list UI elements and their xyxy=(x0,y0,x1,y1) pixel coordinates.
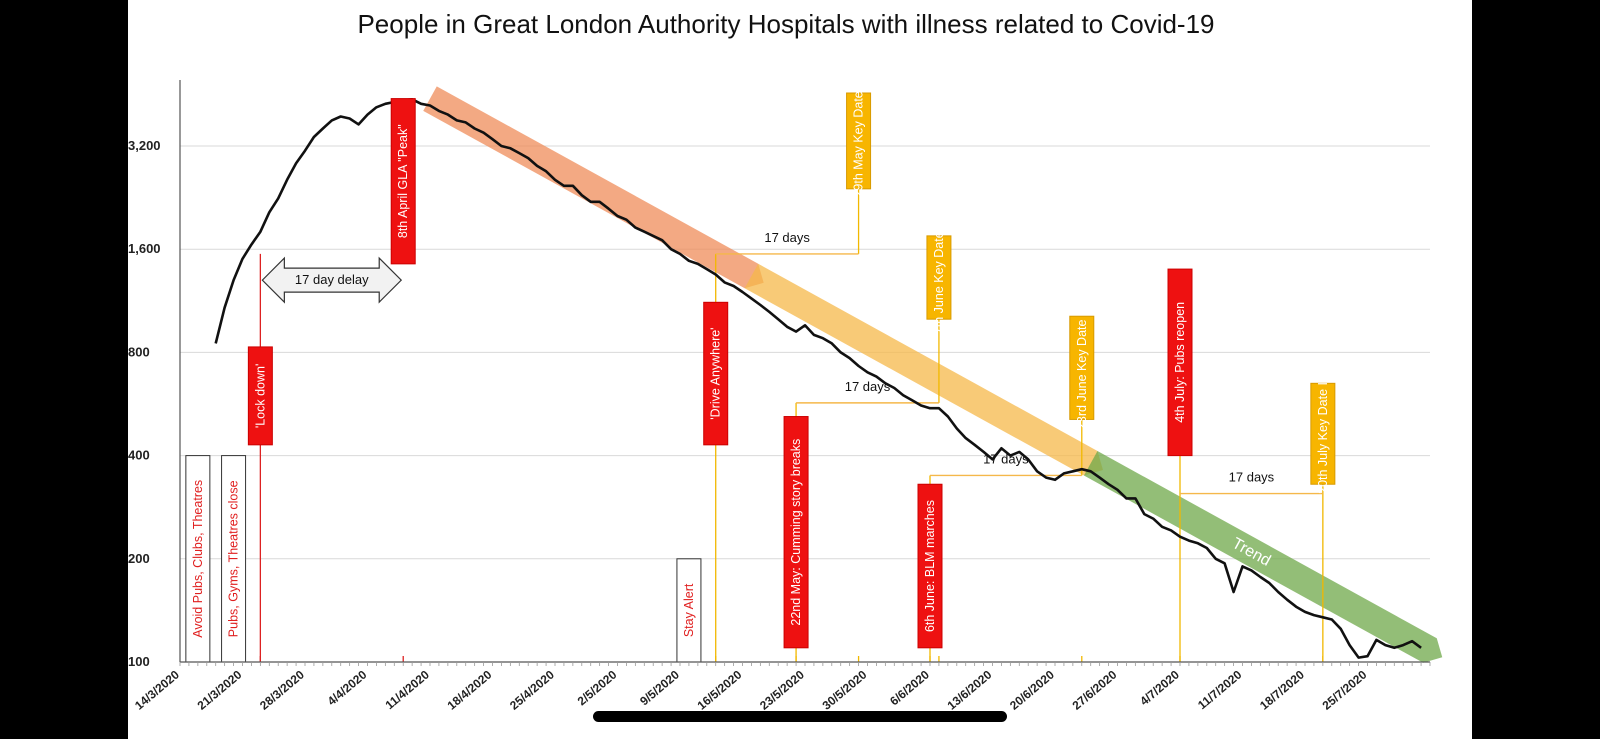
x-tick-label: 6/6/2020 xyxy=(887,667,932,708)
y-tick-label: 200 xyxy=(128,551,150,566)
event-box-rect xyxy=(1167,268,1193,457)
event-box-rect xyxy=(926,235,952,320)
event-box-label: 22nd May: Cumming story breaks xyxy=(789,439,803,626)
x-tick-label: 20/6/2020 xyxy=(1007,667,1057,712)
event-box-label: 23rd June Key Date III xyxy=(1075,306,1089,430)
day-gap-label: 17 days xyxy=(845,379,891,394)
x-tick-label: 11/7/2020 xyxy=(1195,667,1245,712)
x-tick-label: 21/3/2020 xyxy=(195,667,245,712)
event-box-rect xyxy=(390,98,416,265)
day-gap-label: 17 days xyxy=(1229,470,1275,485)
event-box: 'Lock down' xyxy=(247,346,273,446)
event-box-rect xyxy=(917,483,943,649)
event-box-rect xyxy=(247,346,273,446)
series-line xyxy=(214,98,1422,659)
x-tick-label: 4/7/2020 xyxy=(1137,667,1182,708)
event-box-label: Stay Alert xyxy=(682,583,696,637)
event-box: 7th June Key Date II xyxy=(926,221,952,334)
event-box-rect xyxy=(1310,382,1336,485)
event-box-rect xyxy=(185,455,211,663)
event-box: 'Drive Anywhere' xyxy=(703,301,729,446)
event-marker-lines xyxy=(197,188,1324,662)
event-box-rect xyxy=(703,301,729,446)
event-box: Pubs, Gyms, Theatres close xyxy=(221,455,247,663)
event-box-label: Avoid Pubs, Clubs, Theatres xyxy=(191,480,205,638)
chart-card: Trend 17 days 17 days 17 days 17 days Avoid… xyxy=(128,0,1472,739)
event-box: Stay Alert xyxy=(676,558,702,663)
event-box-label: 29th May Key Date I xyxy=(852,84,866,197)
delay-arrow-label: 17 day delay xyxy=(295,272,369,287)
video-scrubber-bar[interactable] xyxy=(593,711,1007,722)
y-tick-label: 800 xyxy=(128,344,150,359)
x-tick-label: 11/4/2020 xyxy=(383,667,433,712)
event-box: 6th June: BLM marches xyxy=(917,483,943,649)
event-box: 20th July Key Date IV xyxy=(1310,373,1336,494)
y-tick-label: 1,600 xyxy=(128,241,161,256)
x-tick-label: 30/5/2020 xyxy=(820,667,870,712)
y-tick-label: 3,200 xyxy=(128,138,161,153)
delay-arrow: 17 day delay xyxy=(261,256,403,304)
event-box: 29th May Key Date I xyxy=(846,84,872,198)
event-box: Avoid Pubs, Clubs, Theatres xyxy=(185,455,211,663)
trend-band-segment xyxy=(1083,451,1443,663)
x-tick-label: 25/7/2020 xyxy=(1320,667,1370,712)
x-tick-label: 18/4/2020 xyxy=(445,667,495,712)
trend-band-segment xyxy=(744,263,1103,476)
event-box-rect xyxy=(783,416,809,649)
x-tick-label: 16/5/2020 xyxy=(695,667,745,712)
x-tick-label: 13/6/2020 xyxy=(945,667,995,712)
trend-band-segment xyxy=(423,86,764,289)
event-box: 23rd June Key Date III xyxy=(1069,306,1095,430)
event-box-label: 8th April GLA "Peak" xyxy=(396,124,410,238)
x-tick-label: 18/7/2020 xyxy=(1257,667,1307,712)
event-box-rect xyxy=(1069,315,1095,420)
x-tick-label: 2/5/2020 xyxy=(575,667,620,708)
event-box-rect xyxy=(221,455,247,663)
series-line-group xyxy=(214,98,1422,659)
x-tick-label: 27/6/2020 xyxy=(1070,667,1120,712)
day-gap-label: 17 days xyxy=(764,230,810,245)
event-box: 4th July: Pubs reopen xyxy=(1167,268,1193,457)
event-box-rect xyxy=(676,558,702,663)
event-box-label: 4th July: Pubs reopen xyxy=(1173,302,1187,423)
x-tick-label: 9/5/2020 xyxy=(637,667,682,708)
axes: 100 200 400 800 1,600 3,200 14/3/2020 21/3/2020… xyxy=(128,80,1431,713)
x-tick-label: 25/4/2020 xyxy=(507,667,557,712)
event-box-label: 'Lock down' xyxy=(253,364,267,429)
y-tick-label: 400 xyxy=(128,448,150,463)
event-box-label: 20th July Key Date IV xyxy=(1316,373,1330,494)
delay-arrow-shape xyxy=(261,256,403,304)
chart-title: People in Great London Authority Hospita… xyxy=(357,9,1214,39)
x-tick-label: 4/4/2020 xyxy=(325,667,370,708)
event-box-label: 6th June: BLM marches xyxy=(923,500,937,632)
event-box: 22nd May: Cumming story breaks xyxy=(783,416,809,649)
event-box-rect xyxy=(846,92,872,190)
event-box-label: 'Drive Anywhere' xyxy=(709,327,723,419)
x-tick-label: 28/3/2020 xyxy=(257,667,307,712)
x-tick-label: 14/3/2020 xyxy=(132,667,182,712)
event-box: 8th April GLA "Peak" xyxy=(390,98,416,265)
event-box-label: 7th June Key Date II xyxy=(932,221,946,334)
y-tick-label: 100 xyxy=(128,654,150,669)
event-box-label: Pubs, Gyms, Theatres close xyxy=(227,480,241,637)
x-tick-label: 23/5/2020 xyxy=(757,667,807,712)
event-boxes: Avoid Pubs, Clubs, Theatres Pubs, Gyms, T… xyxy=(185,84,1336,663)
